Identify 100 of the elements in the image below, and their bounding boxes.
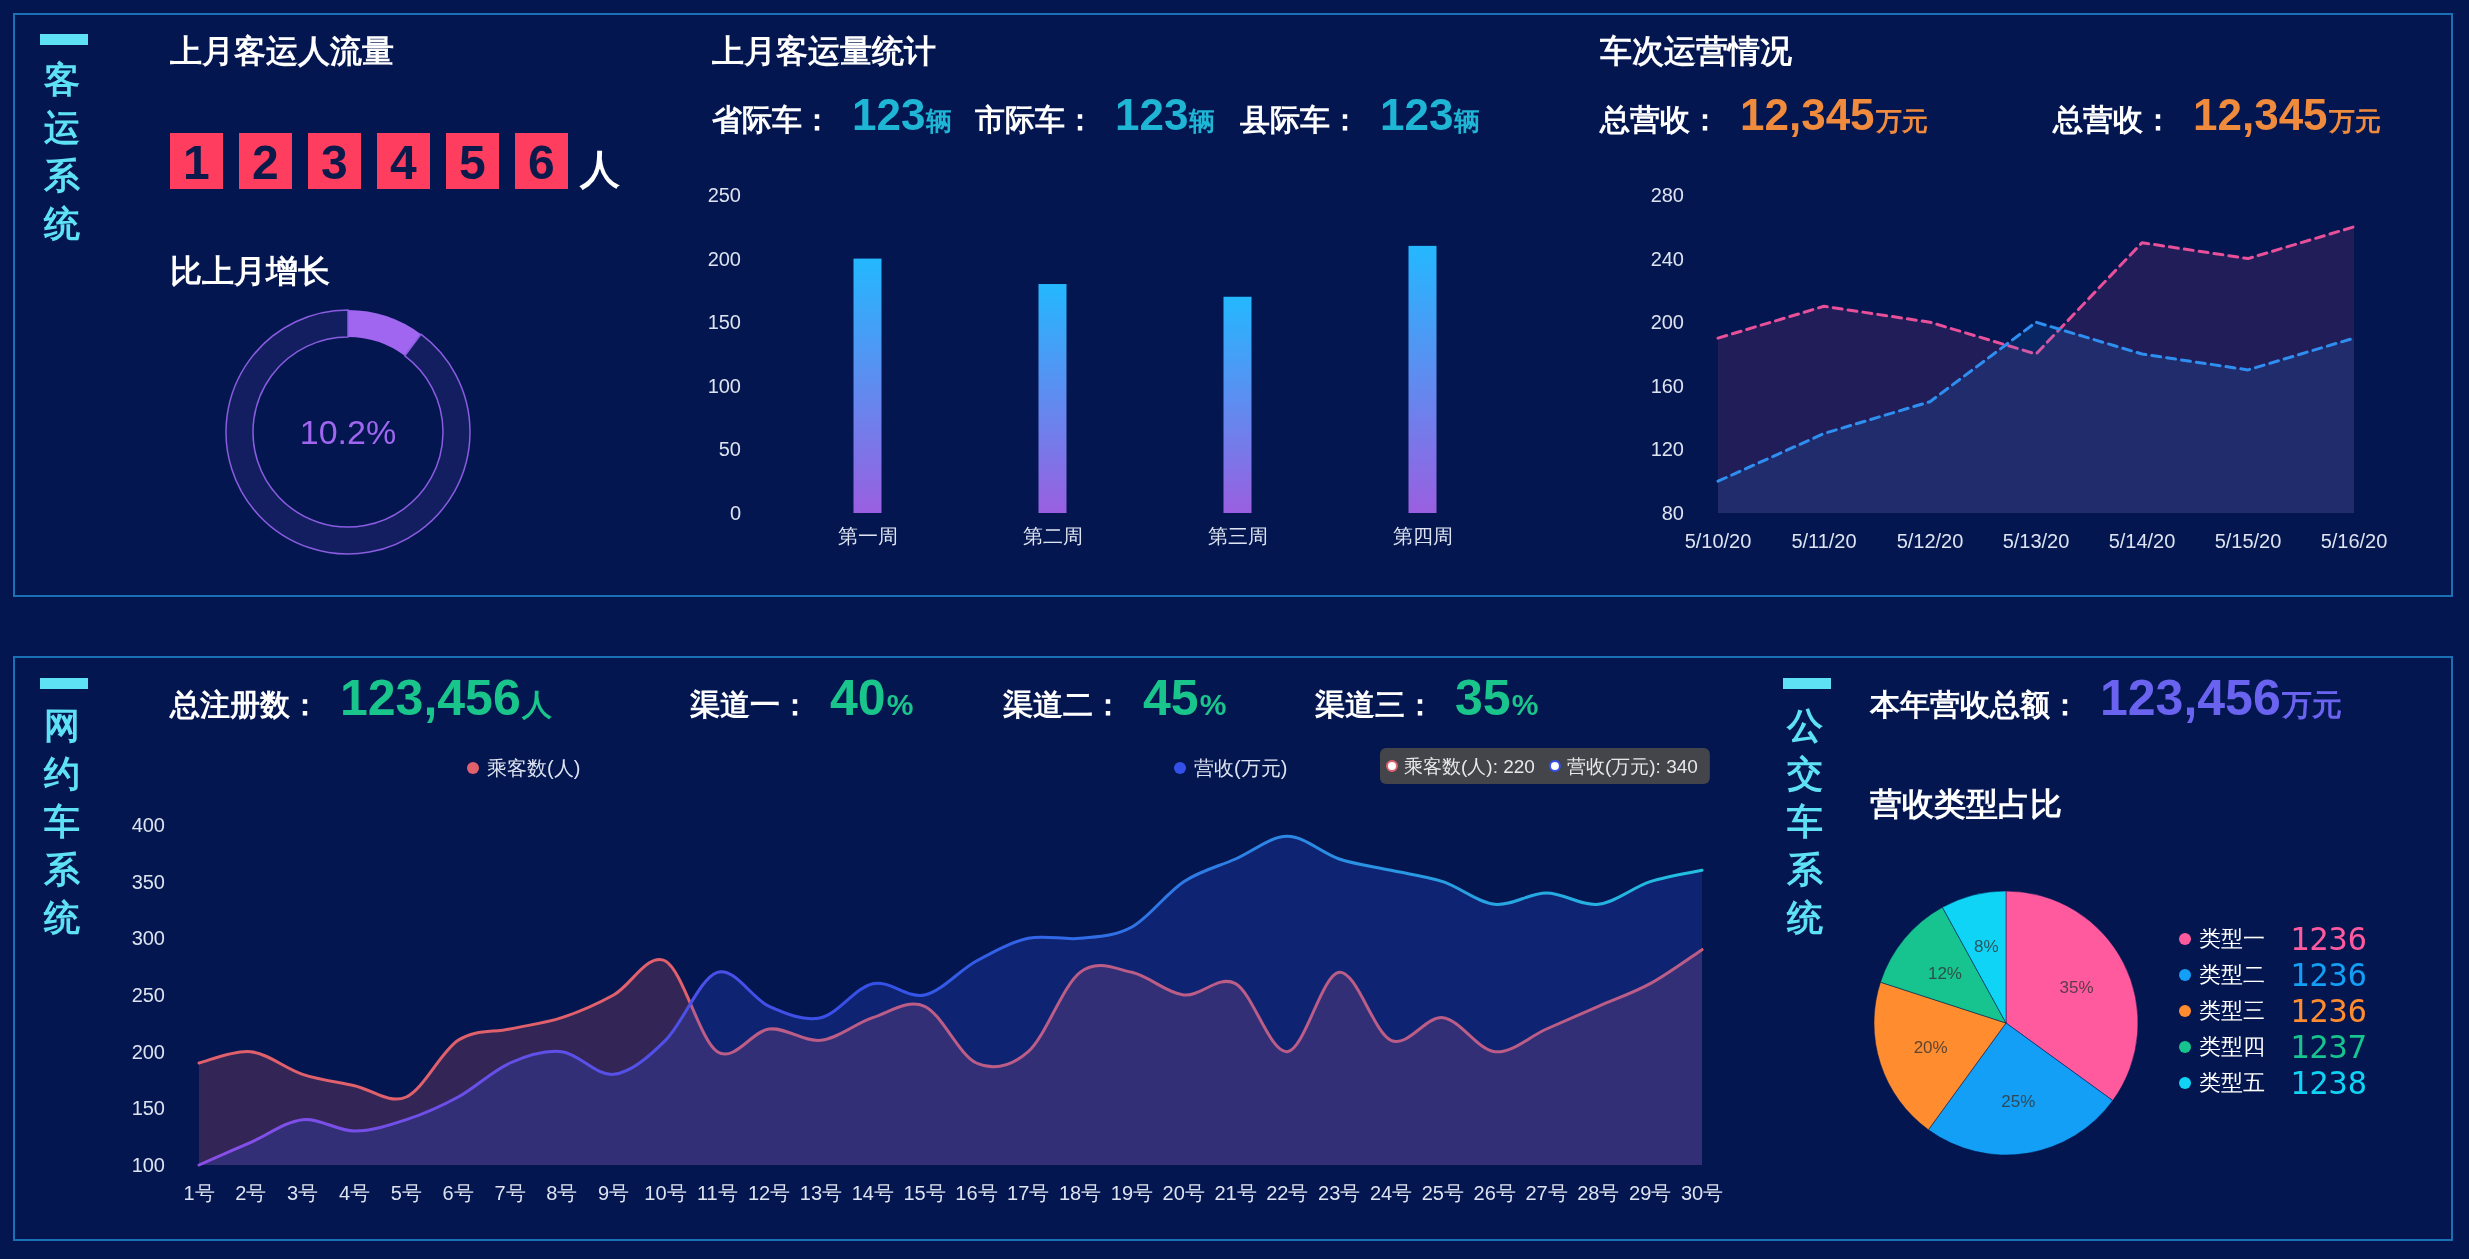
x-tick-label: 5/12/20 <box>1896 530 1964 552</box>
text: 本年营收总额： 123,456万元 <box>1869 670 2342 726</box>
text: 市际车： 123辆 <box>974 90 1216 139</box>
x-tick-label: 5号 <box>390 1182 422 1204</box>
x-tick-label: 9号 <box>598 1182 630 1204</box>
x-tick-label: 7号 <box>494 1182 526 1204</box>
x-tick-label: 5/16/20 <box>2320 530 2388 552</box>
x-tick-label: 第三周 <box>1207 525 1268 547</box>
text: 1237 <box>2290 1028 2368 1066</box>
x-tick-label: 11号 <box>696 1182 738 1204</box>
text: 营收(万元): 340 <box>1566 756 1698 777</box>
data-label: 12% <box>1927 963 1962 983</box>
x-tick-label: 2号 <box>235 1182 267 1204</box>
y-tick-label: 160 <box>1650 374 1684 397</box>
data-label: 25% <box>2001 1092 2036 1112</box>
x-tick-label: 30号 <box>1680 1182 1724 1204</box>
text: 总营收： 12,345万元 <box>2052 90 2381 139</box>
y-tick-label: 150 <box>707 311 741 334</box>
y-tick-label: 400 <box>131 814 165 836</box>
x-tick-label: 17号 <box>1007 1182 1050 1204</box>
x-tick-label: 14号 <box>851 1182 894 1204</box>
y-tick-label: 250 <box>131 984 165 1006</box>
x-tick-label: 5/10/20 <box>1684 530 1752 552</box>
x-tick-label: 10号 <box>644 1182 687 1204</box>
x-tick-label: 第一周 <box>837 525 898 547</box>
data-label: 35% <box>2059 978 2094 998</box>
y-tick-label: 280 <box>1650 184 1684 206</box>
y-tick-label: 250 <box>707 184 741 206</box>
text: 总注册数： 123,456人 <box>169 670 553 726</box>
chart-title: 营收类型占比 <box>1870 786 2062 822</box>
x-tick-label: 16号 <box>955 1182 998 1204</box>
x-tick-label: 5/11/20 <box>1791 530 1857 552</box>
chart-title: 车次运营情况 <box>1599 33 1793 69</box>
y-tick-label: 200 <box>1650 311 1684 334</box>
text: 省际车： 123辆 <box>711 90 953 139</box>
x-tick-label: 18号 <box>1058 1182 1102 1204</box>
x-tick-label: 4号 <box>338 1182 371 1204</box>
text: 渠道二： 45% <box>1002 670 1227 726</box>
text: 渠道三： 35% <box>1314 670 1539 726</box>
bar <box>853 258 882 513</box>
x-tick-label: 29号 <box>1629 1182 1672 1204</box>
x-tick-label: 13号 <box>799 1182 843 1204</box>
y-tick-label: 50 <box>718 438 741 461</box>
x-tick-label: 24号 <box>1369 1182 1413 1204</box>
donut-slice <box>348 310 421 356</box>
x-tick-label: 20号 <box>1162 1182 1205 1204</box>
legend-label: 类型五 <box>2199 1070 2265 1095</box>
x-tick-label: 19号 <box>1110 1182 1154 1204</box>
y-tick-label: 100 <box>131 1154 165 1176</box>
text: 公交车系统 <box>1786 705 1824 938</box>
chart-title: 上月客运量统计 <box>711 33 936 69</box>
chart-title: 比上月增长 <box>170 253 330 289</box>
bar <box>1408 245 1437 513</box>
x-tick-label: 23号 <box>1318 1182 1361 1204</box>
x-tick-label: 21号 <box>1214 1182 1257 1204</box>
x-tick-label: 第二周 <box>1022 525 1083 547</box>
y-tick-label: 120 <box>1650 438 1684 461</box>
y-tick-label: 200 <box>707 247 741 270</box>
x-tick-label: 26号 <box>1473 1182 1516 1204</box>
y-tick-label: 80 <box>1661 502 1684 524</box>
text: 渠道一： 40% <box>689 670 914 726</box>
bar <box>1038 284 1067 513</box>
y-tick-label: 150 <box>131 1097 165 1120</box>
x-tick-label: 1号 <box>183 1182 215 1204</box>
x-tick-label: 第四周 <box>1392 525 1453 547</box>
text: 乘客数(人): 220 <box>1404 756 1535 777</box>
x-tick-label: 8号 <box>546 1182 578 1204</box>
legend-label: 类型三 <box>2199 998 2265 1023</box>
y-tick-label: 350 <box>131 870 165 893</box>
text: 县际车： 123辆 <box>1239 90 1481 139</box>
x-tick-label: 15号 <box>903 1182 946 1204</box>
text: 网约车系统 <box>43 705 81 938</box>
text: 1236 <box>2290 992 2368 1030</box>
legend-label: 类型四 <box>2199 1034 2265 1059</box>
data-label: 10.2% <box>299 413 397 451</box>
y-tick-label: 300 <box>131 927 165 950</box>
x-tick-label: 5/14/20 <box>2108 530 2176 552</box>
data-label: 8% <box>1974 937 1999 957</box>
legend-label: 乘客数(人) <box>487 757 581 779</box>
legend-label: 类型一 <box>2199 926 2265 951</box>
legend-label: 营收(万元) <box>1194 757 1288 779</box>
text: 1236 <box>2290 956 2368 994</box>
x-tick-label: 22号 <box>1266 1182 1309 1204</box>
y-tick-label: 240 <box>1650 247 1684 270</box>
x-tick-label: 3号 <box>287 1182 319 1204</box>
donut-slice <box>225 309 471 555</box>
text: 1236 <box>2290 920 2368 958</box>
text: 总营收： 12,345万元 <box>1599 90 1928 139</box>
text: 上月客运人流量 <box>169 33 394 69</box>
x-tick-label: 6号 <box>442 1182 474 1204</box>
x-tick-label: 25号 <box>1421 1182 1464 1204</box>
text: 客运系统 <box>43 59 81 244</box>
x-tick-label: 5/15/20 <box>2214 530 2282 552</box>
y-tick-label: 100 <box>707 374 741 397</box>
y-tick-label: 200 <box>131 1040 165 1063</box>
text: 1238 <box>2290 1064 2368 1102</box>
x-tick-label: 27号 <box>1525 1182 1568 1204</box>
y-tick-label: 0 <box>729 502 741 524</box>
x-tick-label: 28号 <box>1577 1182 1620 1204</box>
x-tick-label: 5/13/20 <box>2002 530 2070 552</box>
